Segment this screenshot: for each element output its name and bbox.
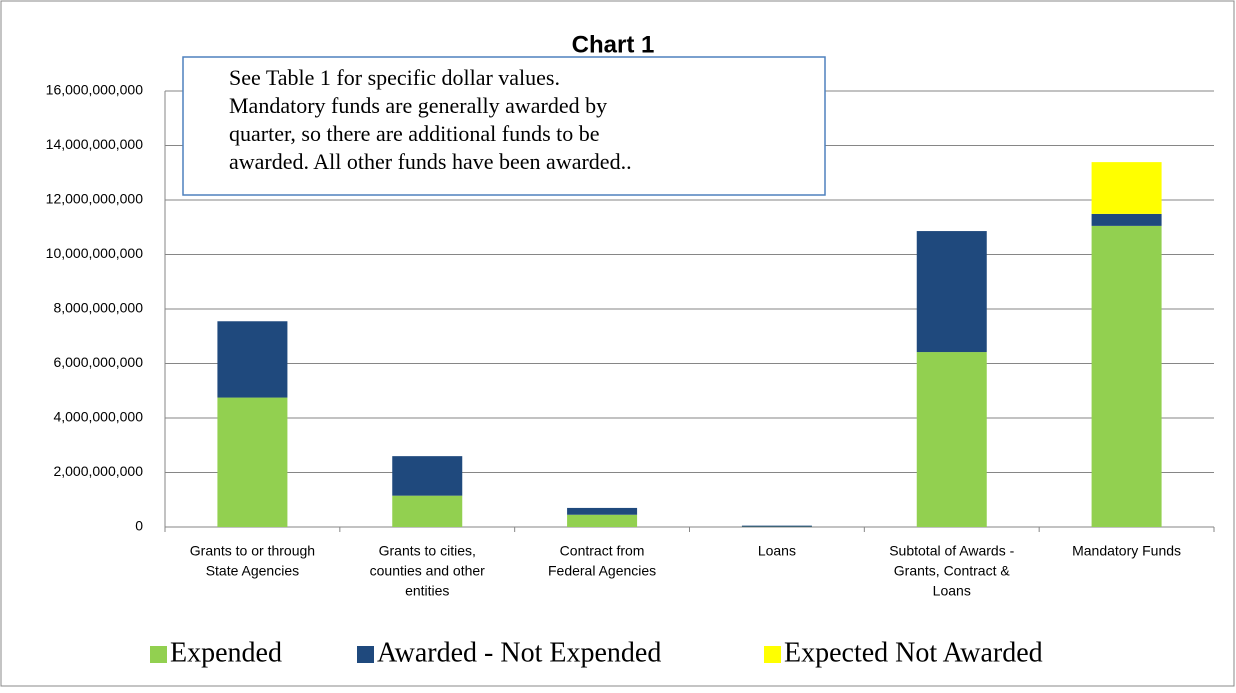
x-tick-label: entities: [405, 583, 449, 599]
bar-segment: [917, 352, 987, 527]
y-tick-label: 4,000,000,000: [53, 409, 143, 425]
bar-segment: [1092, 226, 1162, 527]
bar-segment: [567, 508, 637, 515]
bar-segment: [392, 496, 462, 527]
y-tick-label: 8,000,000,000: [53, 300, 143, 316]
x-tick-label: Contract from: [560, 543, 645, 559]
x-tick-label: Grants to cities,: [379, 543, 476, 559]
legend-swatch: [764, 646, 781, 663]
bar-segment: [742, 526, 812, 527]
y-tick-label: 0: [135, 518, 143, 534]
x-tick-label: Grants, Contract &: [894, 563, 1011, 579]
legend-label: Expended: [170, 637, 282, 668]
x-tick-label: Loans: [933, 583, 971, 599]
bar-segment: [1092, 162, 1162, 214]
legend-swatch: [357, 646, 374, 663]
y-tick-label: 2,000,000,000: [53, 463, 143, 479]
legend-label: Awarded - Not Expended: [377, 637, 661, 668]
x-tick-label: Grants to or through: [190, 543, 315, 559]
legend-label: Expected Not Awarded: [784, 637, 1043, 668]
annotation-line: quarter, so there are additional funds t…: [229, 121, 600, 146]
bar-segment: [567, 515, 637, 527]
y-tick-label: 10,000,000,000: [46, 245, 144, 261]
bar-segment: [217, 321, 287, 397]
x-tick-label: Mandatory Funds: [1072, 543, 1181, 559]
x-tick-label: State Agencies: [206, 563, 299, 579]
y-tick-label: 16,000,000,000: [46, 82, 144, 98]
annotation-line: awarded. All other funds have been award…: [229, 149, 632, 174]
bar-segment: [917, 231, 987, 352]
x-tick-label: Subtotal of Awards -: [889, 543, 1014, 559]
bar-segment: [1092, 214, 1162, 226]
chart-title: Chart 1: [572, 31, 655, 58]
y-tick-label: 14,000,000,000: [46, 136, 144, 152]
y-tick-label: 6,000,000,000: [53, 354, 143, 370]
legend-swatch: [150, 646, 167, 663]
x-tick-label: Loans: [758, 543, 796, 559]
x-tick-label: Federal Agencies: [548, 563, 656, 579]
annotation-line: Mandatory funds are generally awarded by: [229, 93, 607, 118]
y-tick-label: 12,000,000,000: [46, 191, 144, 207]
bar-segment: [392, 456, 462, 496]
x-tick-label: counties and other: [370, 563, 486, 579]
bar-segment: [217, 398, 287, 527]
annotation-line: See Table 1 for specific dollar values.: [229, 65, 560, 90]
